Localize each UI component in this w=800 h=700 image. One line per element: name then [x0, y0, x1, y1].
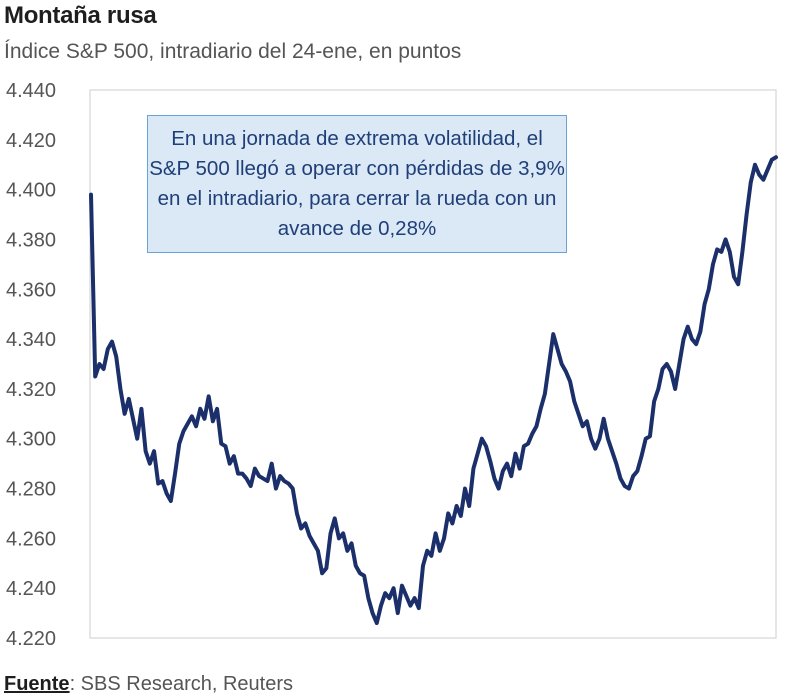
y-axis: 4.440 4.420 4.400 4.380 4.360 4.340 4.320 4.300…: [6, 80, 56, 650]
source-label: Fuente: [4, 673, 70, 695]
y-tick-label: 4.240: [6, 578, 56, 600]
y-tick-label: 4.420: [6, 130, 56, 152]
series-line-sp500: [89, 155, 778, 626]
y-tick-label: 4.300: [6, 429, 56, 451]
y-tick-label: 4.260: [6, 528, 56, 550]
y-tick-label: 4.280: [6, 479, 56, 501]
y-tick-label: 4.400: [6, 180, 56, 202]
y-tick-label: 4.440: [6, 80, 56, 102]
y-tick-label: 4.380: [6, 229, 56, 251]
annotation-box: En una jornada de extrema volatilidad, e…: [147, 115, 567, 253]
chart-subtitle: Índice S&P 500, intradiario del 24-ene, …: [4, 40, 462, 63]
y-tick-label: 4.360: [6, 279, 56, 301]
source-text: : SBS Research, Reuters: [69, 673, 293, 695]
y-tick-label: 4.320: [6, 379, 56, 401]
y-tick-label: 4.220: [6, 628, 56, 650]
chart-title: Montaña rusa: [4, 2, 157, 29]
plot-frame: [89, 89, 777, 639]
source-note: Fuente: SBS Research, Reuters: [4, 673, 293, 696]
annotation-text: En una jornada de extrema volatilidad, e…: [149, 127, 565, 240]
line-chart: 4.440 4.420 4.400 4.380 4.360 4.340 4.320 4.300…: [6, 80, 778, 650]
y-tick-label: 4.340: [6, 329, 56, 351]
